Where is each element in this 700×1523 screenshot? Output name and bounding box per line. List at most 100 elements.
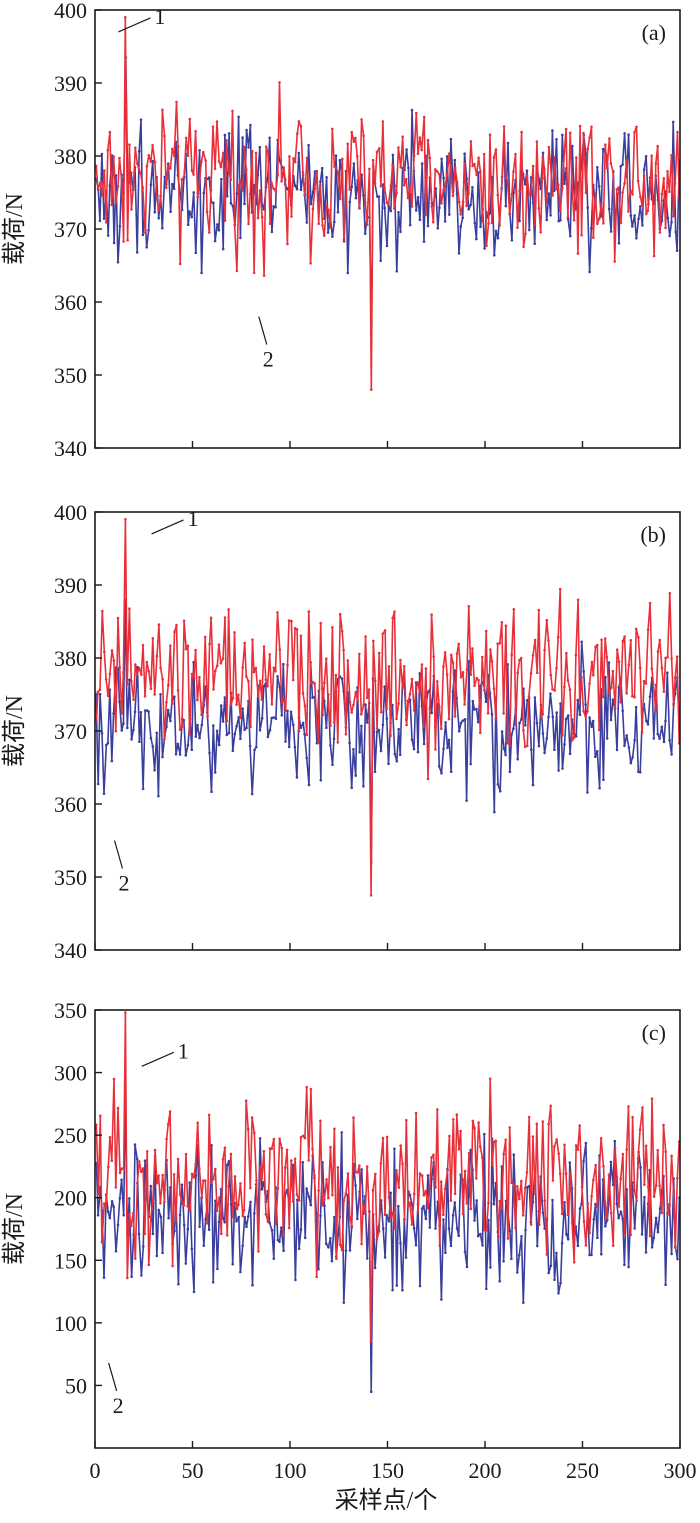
series-1-point bbox=[566, 679, 570, 682]
series-1-point bbox=[455, 180, 459, 184]
series-2-point bbox=[153, 769, 156, 772]
series-2-point bbox=[178, 1213, 182, 1217]
y-tick-label: 340 bbox=[54, 436, 87, 461]
series-1-point bbox=[374, 1172, 377, 1176]
series-1-point bbox=[286, 663, 289, 667]
series-2-point bbox=[112, 712, 115, 715]
series-1-point bbox=[387, 203, 390, 207]
series-1-point bbox=[504, 172, 507, 176]
series-2-point bbox=[500, 730, 504, 733]
series-2-point bbox=[143, 1159, 147, 1162]
series-2-point bbox=[305, 756, 309, 760]
series-2-point bbox=[496, 236, 500, 240]
series-1-point bbox=[471, 647, 474, 650]
series-2-point bbox=[243, 728, 246, 731]
series-1-point bbox=[543, 168, 546, 171]
series-2-point bbox=[627, 133, 630, 136]
series-2-point bbox=[223, 1221, 226, 1224]
series-1-point bbox=[167, 164, 170, 168]
series-1-point bbox=[248, 192, 252, 196]
series-2-point bbox=[656, 732, 659, 736]
series-1-point bbox=[262, 1149, 266, 1153]
series-1-point bbox=[229, 703, 233, 707]
series-2-point bbox=[414, 1243, 418, 1247]
series-1-point bbox=[402, 184, 406, 187]
series-2-point bbox=[217, 229, 221, 232]
series-2-point bbox=[516, 757, 519, 761]
series-1-point bbox=[255, 1179, 258, 1182]
series-2-point bbox=[563, 1201, 566, 1204]
series-1-callout-label: 1 bbox=[154, 4, 165, 29]
series-2-point bbox=[531, 783, 535, 787]
series-2-point bbox=[319, 180, 322, 183]
series-1-point bbox=[604, 143, 607, 146]
series-1-point bbox=[288, 155, 291, 158]
series-1-point bbox=[165, 701, 168, 704]
series-1-point bbox=[613, 1147, 617, 1150]
series-1-point bbox=[129, 1224, 133, 1228]
series-1-point bbox=[327, 1196, 330, 1200]
series-2-point bbox=[459, 225, 463, 228]
series-2-point bbox=[130, 738, 133, 741]
series-1-point bbox=[313, 682, 317, 685]
series-2-point bbox=[98, 692, 102, 696]
series-1-point bbox=[539, 230, 542, 234]
series-2-point bbox=[243, 1215, 246, 1219]
series-1-point bbox=[434, 748, 437, 751]
series-2-point bbox=[461, 216, 465, 220]
series-1-point bbox=[631, 694, 634, 698]
series-1-point bbox=[200, 713, 203, 717]
series-2-point bbox=[190, 215, 193, 219]
series-1-point bbox=[206, 1222, 209, 1225]
series-1-point bbox=[375, 727, 379, 730]
series-1-point bbox=[416, 681, 420, 684]
series-2-point bbox=[434, 1227, 437, 1230]
series-1-point bbox=[303, 1136, 307, 1140]
series-1-point bbox=[287, 619, 291, 622]
series-2-point bbox=[96, 782, 100, 786]
series-2-point bbox=[442, 1218, 445, 1221]
series-2-point bbox=[303, 732, 306, 736]
series-1-point bbox=[455, 1113, 459, 1116]
series-1-point bbox=[566, 1213, 570, 1216]
series-1-point bbox=[519, 656, 523, 660]
series-2-point bbox=[151, 1232, 155, 1236]
series-1-point bbox=[615, 188, 619, 191]
series-1-point bbox=[510, 1181, 513, 1184]
series-1-point bbox=[257, 1250, 260, 1253]
series-1-point bbox=[619, 701, 622, 704]
series-1-point bbox=[225, 719, 229, 723]
series-1-point bbox=[619, 1177, 622, 1180]
series-1-point bbox=[479, 1145, 482, 1148]
series-2-point bbox=[188, 1181, 191, 1184]
y-tick-label: 360 bbox=[54, 290, 87, 315]
series-2-point bbox=[607, 207, 611, 211]
series-2-point bbox=[559, 1281, 562, 1285]
series-1-point bbox=[481, 219, 484, 222]
series-1-point bbox=[114, 1186, 118, 1189]
series-2-point bbox=[518, 721, 521, 725]
series-2-point bbox=[96, 1213, 100, 1217]
series-2-point bbox=[233, 732, 237, 736]
y-tick-label: 360 bbox=[54, 792, 87, 817]
series-1-point bbox=[389, 1216, 393, 1220]
series-1-point bbox=[196, 698, 199, 702]
series-2-point bbox=[106, 234, 110, 237]
series-1-point bbox=[582, 131, 585, 135]
series-1-point bbox=[586, 147, 589, 151]
series-2-point bbox=[479, 225, 482, 229]
series-1-point bbox=[650, 1097, 654, 1100]
series-2-point bbox=[220, 177, 223, 181]
series-2-point bbox=[383, 685, 386, 688]
series-1-point bbox=[438, 173, 441, 176]
series-2-point bbox=[675, 249, 679, 252]
series-1-point bbox=[598, 217, 601, 220]
series-1-point bbox=[204, 1179, 207, 1182]
series-1-point bbox=[582, 1220, 586, 1223]
series-2-point bbox=[471, 186, 474, 189]
series-1-point bbox=[635, 125, 638, 129]
series-1-point bbox=[276, 173, 280, 177]
series-2-point bbox=[151, 745, 155, 748]
series-1-point bbox=[180, 178, 184, 181]
series-1-point bbox=[477, 156, 480, 159]
